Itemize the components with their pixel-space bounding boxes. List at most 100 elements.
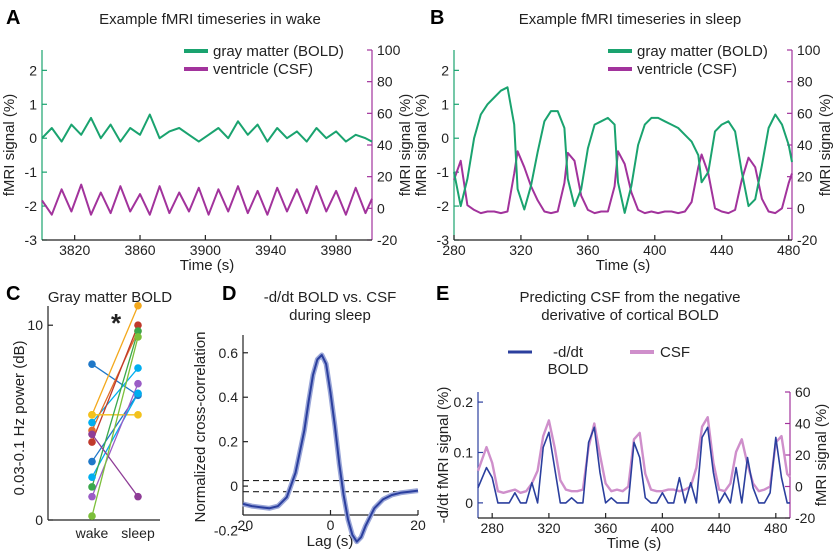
legend-bold-label-line-1: -d/dt	[553, 344, 584, 361]
y-axis-right-tick-label: 20	[797, 169, 813, 185]
y-axis-left-tick-label: -2	[25, 198, 38, 214]
x-axis-title: Time (s)	[607, 535, 661, 552]
y-axis-right-tick-label: 0	[377, 200, 385, 216]
x-axis-tick-label: 20	[410, 517, 426, 533]
x-axis-tick-label: 320	[537, 520, 561, 536]
y-axis-right-tick-label: 80	[377, 74, 393, 90]
chart-title: Example fMRI timeseries in sleep	[519, 11, 742, 28]
y-axis-right-title: fMRI signal (%)	[397, 94, 414, 197]
y-axis-tick-label: 0.4	[219, 389, 239, 405]
sleep-point	[134, 379, 142, 388]
y-axis-right-tick-label: 80	[797, 74, 813, 90]
sleep-point	[134, 327, 142, 335]
wake-point	[88, 430, 96, 439]
series-line-csf	[453, 150, 793, 215]
y-axis-left-title: fMRI signal (%)	[1, 94, 18, 197]
legend-bold-label-line-2: BOLD	[548, 361, 589, 378]
y-axis-left-tick-label: 0	[465, 495, 473, 511]
panel-a: A Example fMRI timeseries in wake 2 1 0 -1 -2…	[1, 7, 414, 274]
sleep-point	[134, 301, 142, 310]
y-axis-tick-label: 0	[230, 478, 238, 494]
wake-point	[88, 473, 96, 481]
x-axis-tick-label: 480	[764, 520, 788, 536]
wake-point	[88, 457, 96, 466]
y-axis-title: 0.03-0.1 Hz power (dB)	[11, 340, 28, 495]
x-axis-tick-label: 440	[710, 242, 734, 258]
x-axis-title: Lag (s)	[307, 533, 354, 550]
y-axis-right-tick-label: 40	[797, 137, 813, 153]
chart-title-line-1: -d/dt BOLD vs. CSF	[264, 289, 397, 306]
x-axis-tick-label: 280	[442, 242, 466, 258]
series-line-csf	[476, 416, 791, 494]
x-axis-tick-label: 400	[651, 520, 675, 536]
legend-csf-label: ventricle (CSF)	[213, 61, 313, 78]
y-axis-right-tick-label: 0	[795, 479, 803, 495]
pair-line	[91, 330, 139, 488]
y-axis-right-tick-label: 40	[795, 416, 811, 432]
wake-point	[88, 438, 96, 446]
y-axis-right-title: fMRI signal (%)	[813, 404, 830, 507]
panel-label-e: E	[436, 283, 449, 305]
x-axis-tick-label: 480	[777, 242, 801, 258]
y-axis-left-tick-label: -3	[25, 232, 38, 248]
x-axis-tick-label: 440	[707, 520, 731, 536]
wake-point	[88, 483, 96, 491]
legend-csf-label: CSF	[660, 344, 690, 361]
legend-gray-matter-label: gray matter (BOLD)	[637, 43, 768, 60]
y-axis-left-tick-label: -1	[437, 164, 450, 180]
x-axis-tick-label: 280	[481, 520, 505, 536]
series-line-gray-matter	[453, 86, 793, 214]
series-line-gray-matter	[41, 113, 373, 143]
panel-label-a: A	[6, 7, 20, 29]
y-axis-right-tick-label: 60	[797, 105, 813, 121]
y-axis-left-tick-label: -1	[25, 164, 38, 180]
y-axis-left-tick-label: 2	[441, 62, 449, 78]
y-axis-right-tick-label: 60	[795, 384, 811, 400]
y-axis-right-tick-label: -20	[377, 232, 397, 248]
panel-label-c: C	[6, 283, 20, 305]
y-axis-left-tick-label: 0.2	[454, 394, 474, 410]
y-axis-left-tick-label: 1	[441, 96, 449, 112]
y-axis-left-tick-label: 0	[29, 130, 37, 146]
x-tick-label-wake: wake	[75, 525, 109, 541]
chart-title-line-1: Predicting CSF from the negative	[520, 289, 741, 306]
sleep-point	[134, 492, 142, 501]
x-axis-tick-label: 3820	[59, 242, 90, 258]
correlation-line	[242, 354, 419, 543]
chart-title-line-2: derivative of cortical BOLD	[541, 307, 719, 324]
x-axis-tick-label: -20	[233, 517, 253, 533]
y-axis-tick-label: -0.2	[214, 523, 238, 539]
y-axis-right-tick-label: 60	[377, 105, 393, 121]
wake-point	[88, 360, 96, 368]
x-axis-tick-label: 3900	[190, 242, 221, 258]
x-axis-tick-label: 360	[576, 242, 600, 258]
x-axis-title: Time (s)	[180, 257, 234, 274]
x-axis-title: Time (s)	[596, 257, 650, 274]
pair-line	[91, 383, 139, 497]
series-line-neg-ddt-bold	[477, 426, 790, 504]
y-axis-left-tick-label: -3	[437, 232, 450, 248]
y-axis-right-tick-label: 100	[377, 42, 401, 58]
y-axis-right-tick-label: -20	[795, 510, 815, 526]
pair-line	[91, 336, 139, 517]
chart-title: Gray matter BOLD	[48, 289, 172, 306]
panel-b: B Example fMRI timeseries in sleep 2 1 0 -1 -…	[413, 7, 834, 274]
y-axis-right-tick-label: 0	[797, 200, 805, 216]
wake-point	[88, 411, 96, 419]
x-tick-label-sleep: sleep	[121, 525, 155, 541]
y-axis-tick-label: 10	[27, 317, 43, 333]
panel-label-d: D	[222, 283, 236, 305]
y-axis-left-tick-label: 2	[29, 62, 37, 78]
y-axis-left-title: -d/dt fMRI signal (%)	[435, 387, 452, 524]
sleep-point	[134, 389, 142, 398]
pair-line	[91, 305, 139, 416]
panel-c: C Gray matter BOLD * 0 10 wake sleep 0.03-0.1 …	[6, 283, 172, 541]
panel-label-b: B	[430, 7, 444, 29]
x-axis-tick-label: 3940	[255, 242, 286, 258]
pair-line	[91, 433, 139, 498]
y-axis-right-tick-label: 20	[377, 169, 393, 185]
y-axis-tick-label: 0	[35, 512, 43, 528]
pair-line	[91, 324, 139, 443]
